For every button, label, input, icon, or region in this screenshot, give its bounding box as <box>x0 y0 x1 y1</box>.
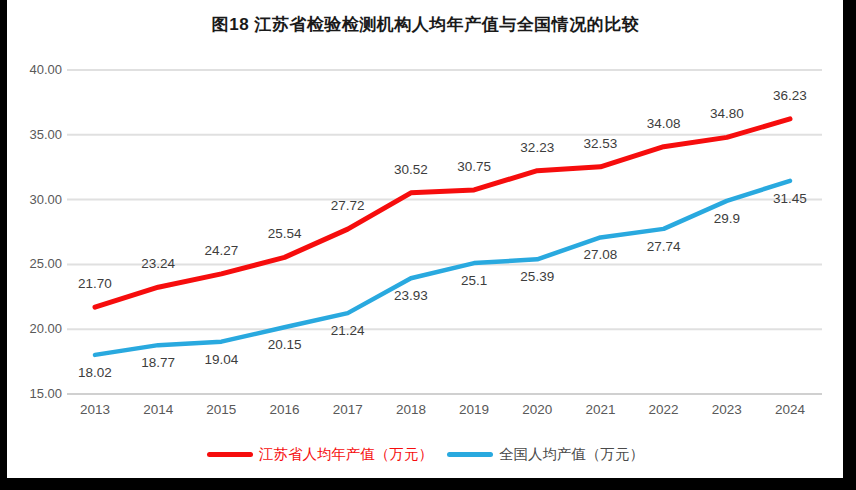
chart-figure: 图18 江苏省检验检测机构人均年产值与全国情况的比较 40.0035.0030.… <box>0 0 856 490</box>
data-label-jiangsu: 34.08 <box>632 116 696 132</box>
data-label-jiangsu: 21.70 <box>63 276 127 292</box>
data-label-jiangsu: 30.75 <box>442 159 506 175</box>
data-label-national: 27.08 <box>568 247 632 263</box>
data-label-jiangsu: 23.24 <box>126 256 190 272</box>
data-label-national: 25.1 <box>442 273 506 289</box>
legend-item-national: 全国人均产值（万元） <box>447 444 644 464</box>
data-label-national: 18.77 <box>126 355 190 371</box>
data-label-national: 31.45 <box>758 191 822 207</box>
y-axis-tick-label: 30.00 <box>16 192 62 208</box>
data-label-national: 23.93 <box>379 288 443 304</box>
x-axis-tick-label: 2021 <box>569 402 631 418</box>
x-axis-tick-label: 2017 <box>317 402 379 418</box>
x-axis-tick-label: 2016 <box>254 402 316 418</box>
data-label-national: 20.15 <box>253 337 317 353</box>
data-label-jiangsu: 34.80 <box>695 106 759 122</box>
y-axis-tick-label: 35.00 <box>16 127 62 143</box>
data-label-jiangsu: 30.52 <box>379 162 443 178</box>
data-label-national: 25.39 <box>505 269 569 285</box>
data-label-jiangsu: 24.27 <box>189 243 253 259</box>
x-axis-tick-label: 2014 <box>127 402 189 418</box>
legend: 江苏省人均年产值（万元） 全国人均产值（万元） <box>8 443 843 465</box>
data-label-jiangsu: 27.72 <box>316 198 380 214</box>
x-axis-tick-label: 2018 <box>380 402 442 418</box>
legend-label-national: 全国人均产值（万元） <box>499 444 644 464</box>
data-label-jiangsu: 25.54 <box>253 226 317 242</box>
left-frame-bar <box>0 0 7 490</box>
right-frame-bar <box>843 0 856 490</box>
x-axis-tick-label: 2015 <box>190 402 252 418</box>
jiangsu-line-swatch-icon <box>207 452 253 457</box>
national-line-swatch-icon <box>447 452 493 457</box>
bottom-frame-bar <box>0 478 856 490</box>
data-label-national: 19.04 <box>189 352 253 368</box>
data-label-jiangsu: 36.23 <box>758 88 822 104</box>
y-axis-tick-label: 15.00 <box>16 386 62 402</box>
data-label-national: 21.24 <box>316 323 380 339</box>
y-axis-tick-label: 20.00 <box>16 321 62 337</box>
x-axis-tick-label: 2013 <box>64 402 126 418</box>
data-label-national: 29.9 <box>695 211 759 227</box>
x-axis-tick-label: 2019 <box>443 402 505 418</box>
data-label-jiangsu: 32.23 <box>505 140 569 156</box>
legend-item-jiangsu: 江苏省人均年产值（万元） <box>207 444 433 464</box>
x-axis-tick-label: 2020 <box>506 402 568 418</box>
x-axis-tick-label: 2024 <box>759 402 821 418</box>
x-axis-tick-label: 2022 <box>633 402 695 418</box>
data-label-national: 18.02 <box>63 365 127 381</box>
y-axis-tick-label: 40.00 <box>16 62 62 78</box>
data-label-national: 27.74 <box>632 239 696 255</box>
data-label-jiangsu: 32.53 <box>568 136 632 152</box>
x-axis-tick-label: 2023 <box>696 402 758 418</box>
y-axis-tick-label: 25.00 <box>16 256 62 272</box>
legend-label-jiangsu: 江苏省人均年产值（万元） <box>259 444 433 464</box>
